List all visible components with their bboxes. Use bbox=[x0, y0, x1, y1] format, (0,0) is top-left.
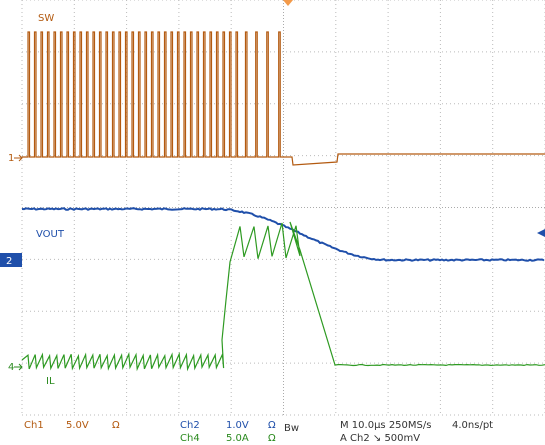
il-waveform bbox=[21, 221, 545, 372]
status-text: Bw bbox=[284, 423, 299, 434]
marker-arrow bbox=[14, 154, 23, 162]
status-text: Ω bbox=[268, 420, 276, 431]
trigger-position-marker bbox=[283, 0, 293, 6]
channel-label: VOUT bbox=[36, 229, 65, 240]
channel-label: IL bbox=[46, 376, 55, 387]
marker-box bbox=[0, 253, 22, 267]
status-text: Ch4 bbox=[180, 433, 200, 444]
status-text: Ω bbox=[268, 433, 276, 444]
graticule bbox=[21, 0, 545, 416]
channel-marker: 1 bbox=[8, 153, 14, 164]
status-text: Ch2 bbox=[180, 420, 200, 431]
status-text: 1.0V bbox=[226, 420, 249, 431]
sw-waveform bbox=[22, 31, 545, 166]
status-text: Ω bbox=[112, 420, 120, 431]
status-text: A Ch2 ↘ 500mV bbox=[340, 433, 420, 444]
channel-marker: 2 bbox=[6, 256, 12, 267]
status-text: M 10.0µs 250MS/s bbox=[340, 420, 431, 431]
trigger-level-marker bbox=[537, 229, 545, 237]
vout-waveform bbox=[21, 207, 545, 262]
marker-arrow bbox=[14, 363, 23, 371]
status-text: 5.0A bbox=[226, 433, 249, 444]
status-text: 4.0ns/pt bbox=[452, 420, 493, 431]
channel-label: SW bbox=[38, 13, 54, 24]
status-text: Ch1 bbox=[24, 420, 44, 431]
channel-marker: 4 bbox=[8, 362, 14, 373]
status-text: 5.0V bbox=[66, 420, 89, 431]
